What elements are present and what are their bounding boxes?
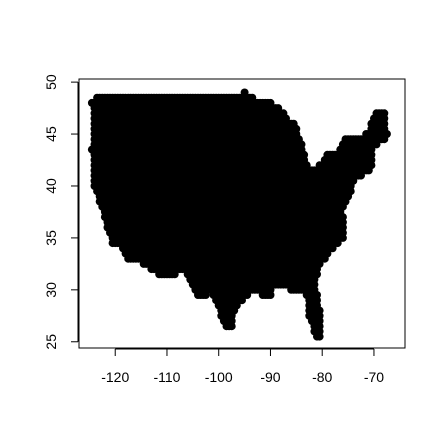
x-tick-label: -70 [364, 369, 384, 385]
data-point [248, 93, 257, 102]
x-tick-label: -110 [153, 369, 180, 385]
y-tick-label: 45 [43, 126, 59, 142]
x-tick-label: -120 [101, 369, 129, 385]
data-point [279, 109, 288, 118]
y-axis: 25 30 35 40 45 50 [43, 74, 79, 350]
y-axis-ticks: 25 30 35 40 45 50 [43, 74, 78, 350]
x-axis: -120 -110 -100 -90 -80 -70 [101, 348, 384, 385]
data-point [289, 119, 298, 128]
y-tick-label: 25 [43, 334, 59, 350]
y-tick-label: 30 [43, 282, 59, 298]
x-tick-label: -80 [312, 369, 332, 385]
data-point [266, 98, 275, 107]
data-points [87, 88, 391, 341]
y-tick-label: 35 [43, 230, 59, 246]
y-tick-label: 40 [43, 178, 59, 194]
plot-frame [78, 78, 406, 349]
data-point [240, 88, 249, 97]
x-tick-label: -100 [205, 369, 233, 385]
x-tick-label: -90 [260, 369, 280, 385]
data-point [380, 109, 389, 118]
data-point [274, 104, 283, 113]
y-tick-label: 50 [43, 74, 59, 90]
x-axis-ticks: -120 -110 -100 -90 -80 -70 [101, 349, 384, 385]
